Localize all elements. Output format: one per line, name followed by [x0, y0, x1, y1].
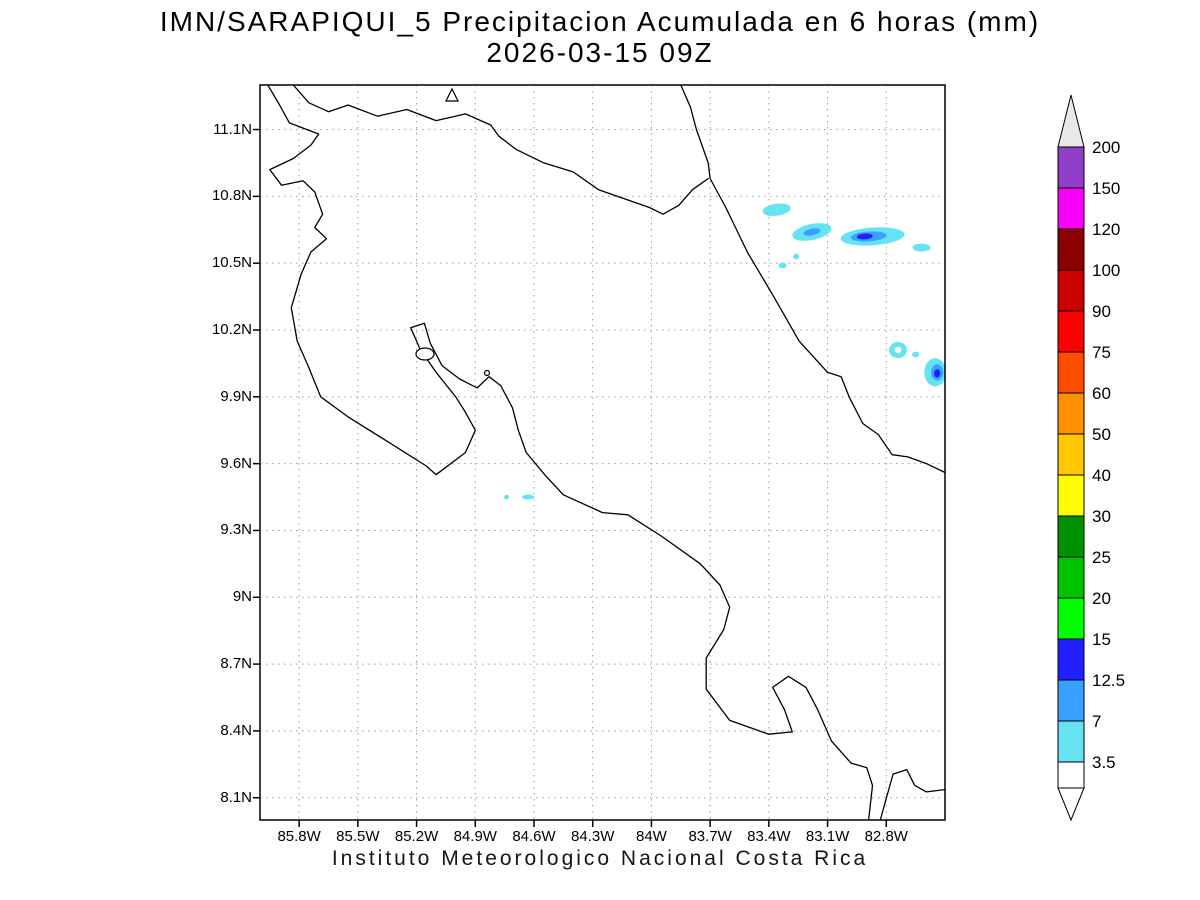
- colorbar-top-triangle: [1057, 94, 1085, 148]
- colorbar-band: [1057, 269, 1085, 312]
- colorbar-band: [1057, 720, 1085, 763]
- gridlines: [260, 85, 945, 820]
- colorbar: [1057, 94, 1085, 822]
- colorbar-band: [1057, 679, 1085, 722]
- colorbar-band: [1057, 187, 1085, 230]
- lat-tick-label: 8.7N: [220, 655, 252, 673]
- small-islet: [483, 369, 491, 377]
- colorbar-tick-label: 100: [1092, 261, 1121, 280]
- colorbar-tick-label: 200: [1092, 138, 1121, 157]
- precip-cell: [894, 346, 902, 354]
- colorbar-band: [1057, 392, 1085, 435]
- precip-cell: [762, 203, 791, 216]
- lon-tick-label: 85.2W: [394, 828, 439, 845]
- precip-cell: [504, 494, 510, 500]
- axis-ticks: [253, 128, 888, 827]
- lake-island-triangle: [445, 87, 459, 102]
- lat-tick-label: 10.5N: [211, 254, 252, 272]
- colorbar-tick-label: 120: [1092, 220, 1121, 239]
- lon-tick-label: 85.5W: [336, 828, 380, 845]
- colorbar-band: [1057, 351, 1085, 394]
- coastlines: [267, 85, 945, 820]
- chira-island: [415, 347, 435, 361]
- lon-tick-label: 84W: [636, 828, 667, 845]
- precip-cell: [522, 494, 535, 500]
- precip-cell: [778, 262, 787, 269]
- precip-cell: [912, 243, 931, 252]
- colorbar-band: [1057, 474, 1085, 517]
- colorbar-bottom-triangle: [1057, 787, 1085, 822]
- colorbar-band: [1057, 597, 1085, 640]
- plot-border: [259, 84, 946, 821]
- lat-tick-label: 9.6N: [220, 454, 252, 472]
- footer-caption: Instituto Meteorologico Nacional Costa R…: [331, 847, 869, 870]
- lon-tick-label: 84.3W: [571, 828, 615, 845]
- colorbar-tick-label: 30: [1092, 507, 1111, 526]
- lat-tick-label: 9.3N: [220, 521, 252, 539]
- lat-tick-label: 10.8N: [211, 187, 252, 205]
- lon-tick-label: 83.1W: [805, 828, 850, 845]
- colorbar-band: [1057, 146, 1085, 189]
- colorbar-tick-label: 3.5: [1092, 753, 1116, 772]
- lon-tick-label: 84.6W: [512, 828, 556, 845]
- colorbar-tick-label: 50: [1092, 425, 1111, 444]
- colorbar-band: [1057, 556, 1085, 599]
- lat-tick-label: 9.9N: [220, 387, 252, 405]
- colorbar-tick-label: 20: [1092, 589, 1111, 608]
- colorbar-band: [1057, 638, 1085, 681]
- colorbar-band: [1057, 433, 1085, 476]
- precip-cell: [934, 369, 941, 378]
- lon-tick-label: 83.7W: [688, 828, 732, 845]
- lat-tick-label: 9N: [232, 588, 252, 606]
- plot-title: IMN/SARAPIQUI_5 Precipitacion Acumulada …: [159, 6, 1041, 37]
- colorbar-band: [1057, 228, 1085, 271]
- colorbar-tick-label: 12.5: [1092, 671, 1126, 690]
- lat-tick-label: 8.4N: [220, 721, 252, 739]
- panama-coastline: [879, 768, 945, 820]
- colorbar-band: [1057, 515, 1085, 558]
- colorbar-tick-label: 60: [1092, 384, 1111, 403]
- precip-cell: [912, 351, 920, 358]
- pacific-coastline: [267, 85, 874, 820]
- colorbar-tick-label: 75: [1092, 343, 1111, 362]
- lat-tick-label: 8.1N: [220, 788, 252, 806]
- colorbar-tick-label: 90: [1092, 302, 1111, 321]
- precip-cell: [856, 233, 873, 240]
- lon-tick-label: 83.4W: [747, 828, 791, 845]
- caribbean-coastline: [680, 85, 945, 474]
- lat-tick-label: 11.1N: [213, 120, 252, 138]
- lon-tick-label: 84.9W: [453, 828, 497, 845]
- colorbar-band: [1057, 761, 1085, 789]
- precip-cell: [793, 253, 800, 260]
- colorbar-tick-label: 40: [1092, 466, 1111, 485]
- lake-nicaragua-shore: [292, 85, 709, 215]
- colorbar-tick-label: 150: [1092, 179, 1121, 198]
- colorbar-tick-label: 15: [1092, 630, 1111, 649]
- colorbar-tick-label: 25: [1092, 548, 1111, 567]
- precip-cell: [803, 228, 821, 236]
- plot-datetime: 2026-03-15 09Z: [486, 37, 714, 68]
- colorbar-band: [1057, 310, 1085, 353]
- colorbar-tick-label: 7: [1092, 712, 1102, 731]
- lon-tick-label: 82.8W: [864, 828, 908, 845]
- lon-tick-label: 85.8W: [277, 828, 321, 845]
- lat-tick-label: 10.2N: [211, 321, 252, 338]
- precipitation-patches: [504, 203, 945, 500]
